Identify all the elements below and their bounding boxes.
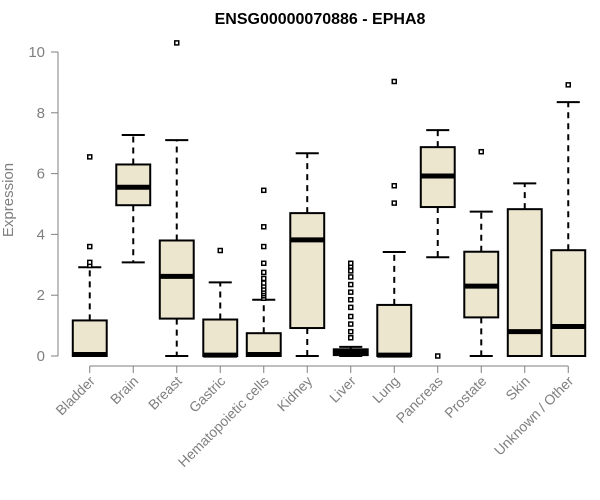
box-iqr <box>158 239 195 320</box>
outlier-point <box>348 281 354 288</box>
y-tick-label: 2 <box>37 287 45 304</box>
outlier-point <box>217 247 223 254</box>
chart-title: ENSG00000070886 - EPHA8 <box>215 11 426 28</box>
outlier-point <box>348 260 354 267</box>
box-iqr <box>289 212 326 330</box>
y-tick-label: 4 <box>37 226 45 243</box>
outlier-point <box>348 304 354 311</box>
box-iqr <box>550 249 587 357</box>
box-skin <box>506 182 543 357</box>
outlier-point <box>348 274 354 280</box>
x-tick-label: Lung <box>369 373 402 406</box>
box-gastric <box>202 247 239 358</box>
box-lung <box>376 78 413 358</box>
outlier-point <box>261 260 267 267</box>
box-hematopoietic-cells <box>245 187 282 358</box>
box-iqr <box>71 319 108 358</box>
outlier-point <box>261 280 267 286</box>
box-brain <box>115 133 152 264</box>
outlier-point <box>391 78 397 85</box>
x-tick-label: Pancreas <box>393 373 446 426</box>
outlier-point <box>348 268 354 274</box>
box-pancreas <box>419 129 456 359</box>
box-breast <box>158 40 195 357</box>
outlier-point <box>348 321 354 327</box>
outlier-point <box>435 353 441 359</box>
box-unknown-other <box>550 82 587 357</box>
x-tick-label: Breast <box>145 373 185 413</box>
outlier-point <box>87 154 93 160</box>
outlier-point <box>348 297 354 303</box>
outlier-point <box>348 289 354 295</box>
outlier-point <box>391 183 397 189</box>
outlier-point <box>478 148 484 155</box>
x-tick-label: Liver <box>326 373 359 406</box>
outlier-point <box>261 187 267 194</box>
x-tick-label: Bladder <box>52 373 98 419</box>
outlier-point <box>348 335 354 341</box>
y-tick-label: 8 <box>37 105 45 122</box>
outlier-point <box>348 328 354 335</box>
box-iqr <box>202 318 239 357</box>
outlier-point <box>87 259 93 266</box>
y-tick-label: 6 <box>37 166 45 183</box>
boxes-group <box>71 40 587 359</box>
box-bladder <box>71 154 108 358</box>
outlier-point <box>391 200 397 206</box>
y-tick-label: 0 <box>37 348 45 365</box>
outlier-point <box>348 313 354 320</box>
outlier-point <box>174 40 180 46</box>
x-tick-label: Unknown / Other <box>491 373 577 459</box>
outlier-point <box>565 82 571 88</box>
y-axis-label: Expression <box>0 163 17 237</box>
box-liver <box>332 260 369 357</box>
outlier-point <box>261 243 267 250</box>
x-tick-label: Prostate <box>441 373 489 421</box>
x-tick-label: Gastric <box>186 373 229 416</box>
outlier-point <box>261 269 267 276</box>
outlier-point <box>261 224 267 230</box>
y-tick-label: 10 <box>28 44 45 61</box>
outlier-point <box>261 275 267 282</box>
box-prostate <box>463 148 500 357</box>
x-tick-label: Kidney <box>274 373 316 415</box>
x-tick-label: Skin <box>502 373 533 404</box>
x-tick-label: Brain <box>107 373 141 407</box>
box-iqr <box>376 303 413 358</box>
y-axis: 0 2 4 6 8 10 <box>28 44 59 365</box>
outlier-point <box>87 243 93 250</box>
box-kidney <box>289 152 326 357</box>
